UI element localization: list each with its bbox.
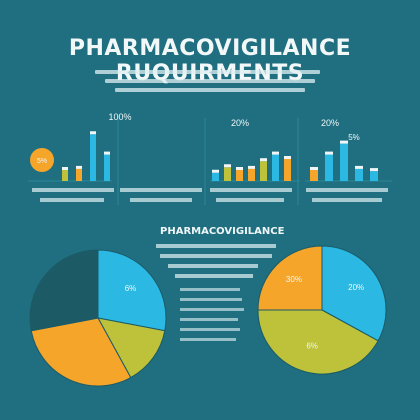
pie-label-0: 6% <box>125 284 137 293</box>
left-badge-text: 5% <box>37 158 47 165</box>
pie-label-1: 6% <box>306 341 318 350</box>
pie-slice-2 <box>30 317 132 387</box>
pie-label-2: 30% <box>286 275 302 284</box>
bar-cap-D <box>248 165 255 169</box>
pie-label-0: 20% <box>348 283 364 292</box>
bar-cap-C <box>236 167 243 170</box>
pie-slice-1 <box>97 317 166 379</box>
pie-slice-3 <box>29 249 99 332</box>
bar-F <box>272 154 279 181</box>
bar-C <box>340 143 348 181</box>
right-bars-group <box>310 140 378 181</box>
bar-cap-D <box>355 165 363 169</box>
bar-cap-B <box>224 164 231 168</box>
section-title: PHARMACOVIGILANCE <box>160 226 285 237</box>
bar-D <box>355 168 363 181</box>
middle-text-block <box>156 244 276 341</box>
bar-D <box>104 154 110 181</box>
bar-cap-B <box>325 151 333 155</box>
bar-C <box>236 170 243 181</box>
pie-slice-1 <box>257 309 379 375</box>
middle-bars-group <box>212 151 291 181</box>
bar-E <box>260 161 267 181</box>
pie-slice-0 <box>321 245 387 342</box>
pie-left-group: 6% <box>29 249 167 387</box>
pie-slice-2 <box>257 245 323 311</box>
bar-cap-F <box>272 151 279 155</box>
bar-G <box>284 159 291 181</box>
intro-text-block <box>95 70 325 97</box>
bar-cap-E <box>260 158 267 162</box>
right-chart-top-label: 20% <box>321 118 339 128</box>
bar-cap-A <box>212 169 219 173</box>
bar-cap-A <box>310 167 318 170</box>
bar-cap-C <box>90 131 96 135</box>
left-badge-circle <box>30 148 54 172</box>
bar-cap-A <box>62 167 68 170</box>
bar-B <box>325 154 333 181</box>
caption-lines <box>32 188 388 202</box>
bar-A <box>62 170 68 181</box>
left-chart-top-label: 100% <box>108 112 131 122</box>
bar-E <box>370 171 378 181</box>
middle-chart-top-label: 20% <box>231 118 249 128</box>
bar-A <box>310 170 318 181</box>
bar-cap-C <box>340 140 348 144</box>
bar-cap-D <box>104 151 110 155</box>
pie-slice-0 <box>97 249 167 332</box>
bar-C <box>90 134 96 181</box>
bar-cap-B <box>76 165 82 169</box>
bar-cap-E <box>370 168 378 172</box>
bar-D <box>248 168 255 181</box>
pie-right-group: 20% 6% 30% <box>257 245 387 375</box>
bar-cap-G <box>284 156 291 159</box>
bar-B <box>76 168 82 181</box>
right-chart-small-label: 5% <box>348 133 360 142</box>
bar-A <box>212 172 219 181</box>
left-bars-group <box>62 131 110 181</box>
bar-B <box>224 167 231 181</box>
